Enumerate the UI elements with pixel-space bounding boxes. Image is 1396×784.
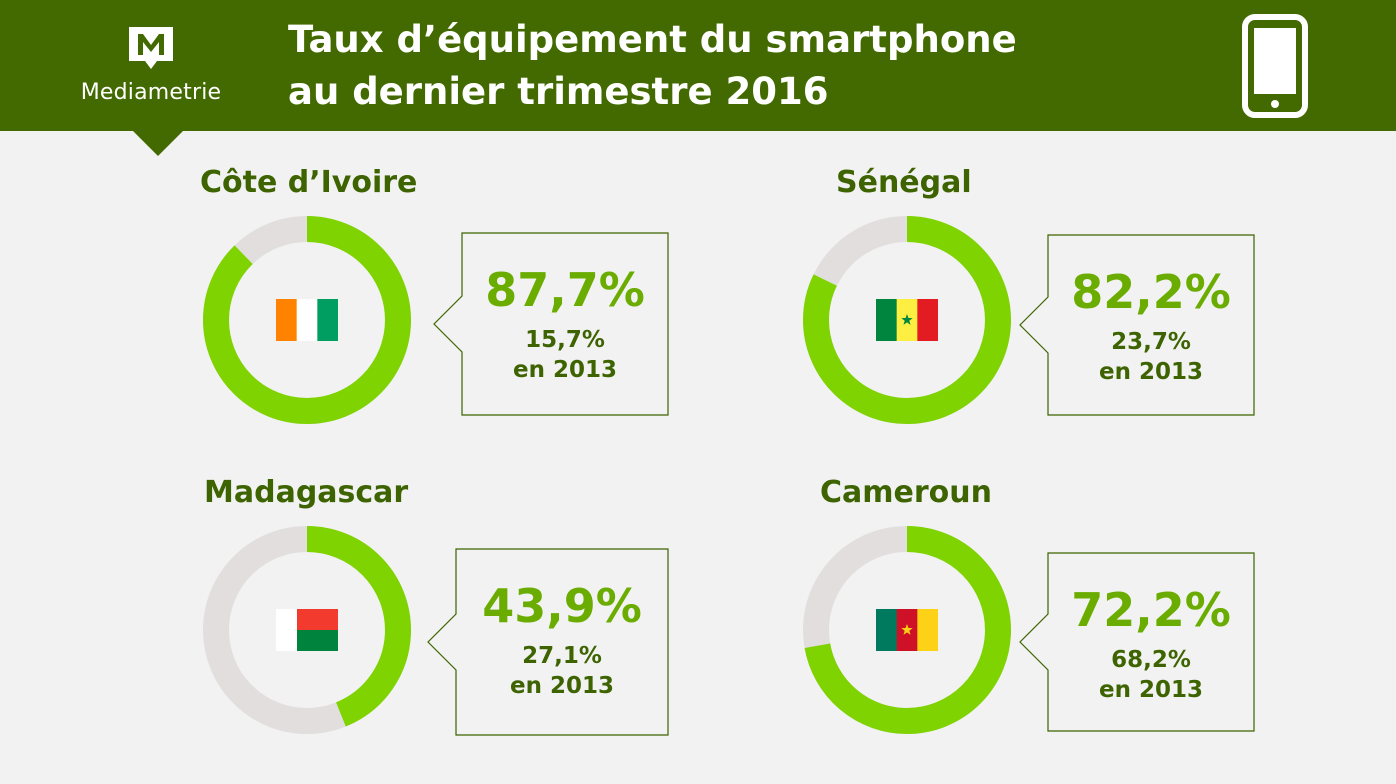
header-banner: Mediametrie Taux d’équipement du smartph… [0, 0, 1396, 131]
previous-value-label: 27,1% [522, 643, 602, 669]
smartphone-icon [1242, 14, 1308, 118]
value-label: 72,2% [1071, 583, 1231, 637]
donut-chart [203, 216, 411, 424]
previous-year-label: en 2013 [510, 673, 614, 699]
value-label: 87,7% [485, 263, 645, 317]
flag-star-icon [901, 624, 913, 635]
title-line-2: au dernier trimestre 2016 [288, 70, 829, 113]
flag-star-icon [901, 314, 913, 325]
mediametrie-logo: Mediametrie [70, 24, 232, 105]
ivory-coast-flag-icon [276, 299, 338, 341]
header-notch [132, 130, 184, 156]
previous-value-label: 23,7% [1111, 329, 1191, 355]
country-panel: Sénégal 82,2% 23,7% en 2013 [800, 165, 1360, 465]
cameroon-flag-icon [876, 609, 938, 651]
country-panel: Cameroun 72,2% 68,2% en 2013 [800, 475, 1360, 775]
country-label: Sénégal [836, 165, 972, 200]
logo-text: Mediametrie [80, 80, 222, 105]
donut-chart [803, 526, 1011, 734]
donut-value-slice [203, 526, 411, 734]
country-panel: Madagascar 43,9% 27,1% en 2013 [200, 475, 760, 775]
page-title: Taux d’équipement du smartphone au derni… [288, 14, 1017, 118]
country-panel: Côte d’Ivoire 87,7% 15,7% en 2013 [200, 165, 760, 465]
donut-chart [803, 216, 1011, 424]
value-callout-box [1019, 234, 1255, 416]
value-label: 43,9% [482, 579, 642, 633]
madagascar-flag-icon [276, 609, 338, 651]
mediametrie-logo-icon [129, 27, 173, 69]
title-line-1: Taux d’équipement du smartphone [288, 18, 1017, 61]
previous-year-label: en 2013 [1099, 359, 1203, 385]
donut-value-slice [203, 216, 411, 424]
donut-value-slice [803, 216, 1011, 424]
country-label: Côte d’Ivoire [200, 165, 418, 200]
senegal-flag-icon [876, 299, 938, 341]
donut-chart [203, 526, 411, 734]
value-callout-box [1019, 552, 1255, 732]
donut-value-slice [803, 526, 1011, 734]
previous-year-label: en 2013 [513, 357, 617, 383]
value-label: 82,2% [1071, 265, 1231, 319]
previous-value-label: 68,2% [1111, 647, 1191, 673]
country-label: Cameroun [820, 475, 992, 510]
previous-year-label: en 2013 [1099, 677, 1203, 703]
value-callout-box [433, 232, 669, 416]
value-callout-box [427, 548, 669, 736]
country-label: Madagascar [204, 475, 409, 510]
previous-value-label: 15,7% [525, 327, 605, 353]
